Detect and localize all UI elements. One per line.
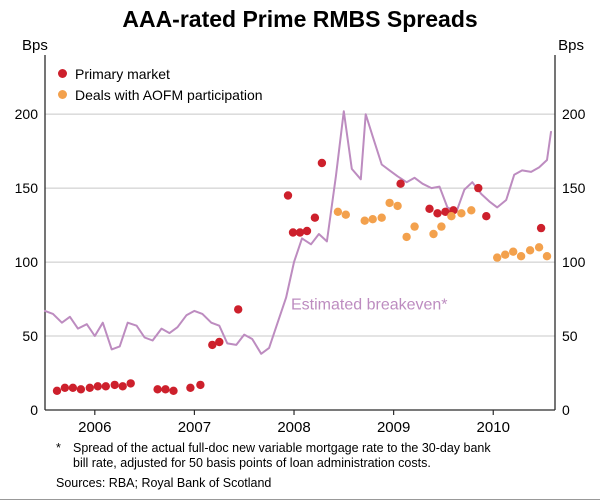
data-point [341,210,350,219]
breakeven-line [44,110,552,355]
x-tick-label: 2007 [178,419,211,436]
y-tick-label-left: 100 [15,254,39,270]
data-point [288,228,298,237]
x-tick-label: 2010 [477,419,510,436]
series-deals-with-aofm-participation [333,198,552,262]
data-point [501,250,510,259]
data-point [234,305,243,314]
data-point [474,183,483,193]
y-tick-label-right: 200 [562,106,586,122]
series-estimated-breakeven [44,110,552,355]
aofm-dot-icon [58,90,67,99]
data-point [196,380,205,390]
footnote-marker: * [56,441,61,455]
series-primary-market [52,158,546,395]
data-point [368,215,377,224]
data-point [302,226,312,236]
y-tick-label-left: 200 [15,106,39,122]
data-point [68,383,78,392]
data-point [467,206,476,215]
data-point [208,340,217,350]
data-point [402,232,411,242]
data-point [169,386,178,395]
data-point [509,247,518,256]
data-point [429,229,438,239]
data-point [425,204,434,213]
series-layer [44,110,552,395]
y-axis-unit-right: Bps [558,37,584,54]
data-point [333,207,343,216]
data-point [493,253,502,262]
data-point [437,222,446,231]
data-point [393,201,402,211]
primary-market-dot-icon [58,69,67,78]
y-axis-unit-left: Bps [22,37,48,54]
data-point [410,222,419,231]
legend: Primary market Deals with AOFM participa… [58,63,263,105]
data-point [482,212,491,221]
legend-label-primary-market: Primary market [75,65,170,82]
data-point [441,207,450,216]
data-point [60,383,70,392]
y-tick-labels-right: 0 50 100 150 200 [562,106,586,418]
data-point [85,383,95,392]
data-point [525,246,535,255]
data-point [186,383,195,392]
data-point [433,209,442,218]
data-point [542,252,552,261]
y-tick-label-left: 150 [15,180,39,196]
footnote-text: Spread of the actual full-doc new variab… [73,441,491,471]
footnote-line-1: Spread of the actual full-doc new variab… [73,441,491,455]
footnote-line-2: bill rate, adjusted for 50 basis points … [73,456,431,470]
y-tick-label-right: 50 [562,328,578,344]
data-point [110,380,119,390]
legend-label-aofm: Deals with AOFM participation [75,86,263,103]
y-tick-label-left: 0 [30,402,38,418]
footnote: * Spread of the actual full-doc new vari… [56,441,491,471]
x-tick-label: 2006 [78,419,111,436]
legend-item-aofm: Deals with AOFM participation [58,84,263,105]
y-tick-labels-left: 0 50 100 150 200 [15,106,39,418]
data-point [317,158,327,168]
data-point [126,379,135,388]
data-point [457,209,466,218]
data-point [396,179,405,188]
data-point [516,252,526,261]
data-point [153,385,162,394]
data-point [295,228,305,237]
data-point [76,385,86,394]
y-tick-label-right: 150 [562,180,586,196]
x-axis-labels: 2006 2007 2008 2009 2010 [78,410,510,436]
axes [44,55,556,411]
y-tick-label-left: 50 [22,328,38,344]
y-tick-label-right: 100 [562,254,586,270]
data-point [360,216,369,225]
x-tick-label: 2008 [277,419,310,436]
data-point [93,382,103,391]
y-tick-label-right: 0 [562,402,570,418]
data-point [310,213,320,222]
data-point [447,212,456,221]
data-point [215,337,224,347]
breakeven-annotation: Estimated breakeven* [291,296,448,313]
data-point [385,198,394,208]
data-point [118,382,127,391]
data-point [161,385,170,394]
data-point [101,382,111,391]
data-point [52,386,62,395]
data-point [377,213,386,222]
data-point [534,243,544,252]
x-tick-label: 2009 [377,419,410,436]
page-title: AAA-rated Prime RMBS Spreads [122,6,478,32]
data-point [536,223,546,233]
gridlines [45,113,555,337]
legend-item-primary-market: Primary market [58,63,263,84]
data-point [283,191,293,200]
sources-line: Sources: RBA; Royal Bank of Scotland [56,476,272,490]
